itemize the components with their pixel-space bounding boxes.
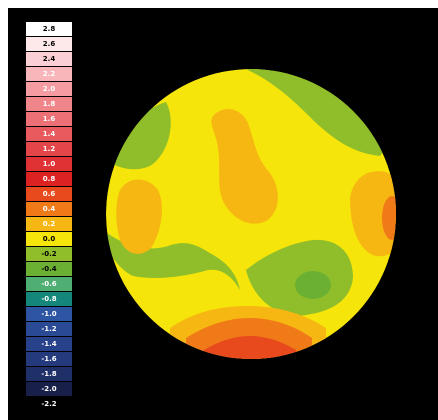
- legend-swatch: 2.2: [26, 67, 72, 81]
- legend-swatch: -1.2: [26, 322, 72, 336]
- legend-swatch: 0.6: [26, 187, 72, 201]
- legend-swatch: -0.2: [26, 247, 72, 261]
- legend-swatch: -0.6: [26, 277, 72, 291]
- legend-swatch: -0.4: [26, 262, 72, 276]
- legend-swatch: 1.2: [26, 142, 72, 156]
- legend-swatch: -0.8: [26, 292, 72, 306]
- legend-swatch: 2.6: [26, 37, 72, 51]
- contour-orange-right-edge: [382, 196, 396, 240]
- legend-swatch: 0.8: [26, 172, 72, 186]
- contour-map: [106, 69, 396, 359]
- legend-swatch: 2.4: [26, 52, 72, 66]
- legend-swatch: 2.0: [26, 82, 72, 96]
- legend-swatch: -1.6: [26, 352, 72, 366]
- legend-swatch: -2.2: [26, 397, 72, 411]
- legend-swatch: 0.4: [26, 202, 72, 216]
- contour-orange-left: [116, 179, 162, 254]
- contour-map-frame: 2.8 2.6 2.4 2.2 2.0 1.8 1.6 1.4 1.2 1.0 0.8 0.6 0.4 0…: [8, 8, 438, 420]
- contour-green-upper-left: [106, 102, 171, 170]
- legend-swatch: -1.4: [26, 337, 72, 351]
- legend-swatch: 2.8: [26, 22, 72, 36]
- legend-swatch: 1.6: [26, 112, 72, 126]
- contour-bottom-red: [204, 336, 296, 359]
- legend-swatch: 0.2: [26, 217, 72, 231]
- contour-green-dark-spot: [295, 271, 331, 299]
- legend-swatch: 1.8: [26, 97, 72, 111]
- contour-orange-upper-center: [211, 108, 278, 224]
- legend-swatch: 1.0: [26, 157, 72, 171]
- legend-swatch: 0.0: [26, 232, 72, 246]
- legend-swatch: 1.4: [26, 127, 72, 141]
- color-scale-legend: 2.8 2.6 2.4 2.2 2.0 1.8 1.6 1.4 1.2 1.0 0.8 0.6 0.4 0…: [26, 22, 72, 412]
- legend-swatch: -1.8: [26, 367, 72, 381]
- legend-swatch: -2.0: [26, 382, 72, 396]
- legend-swatch: -1.0: [26, 307, 72, 321]
- contour-green-lower-left: [106, 228, 240, 290]
